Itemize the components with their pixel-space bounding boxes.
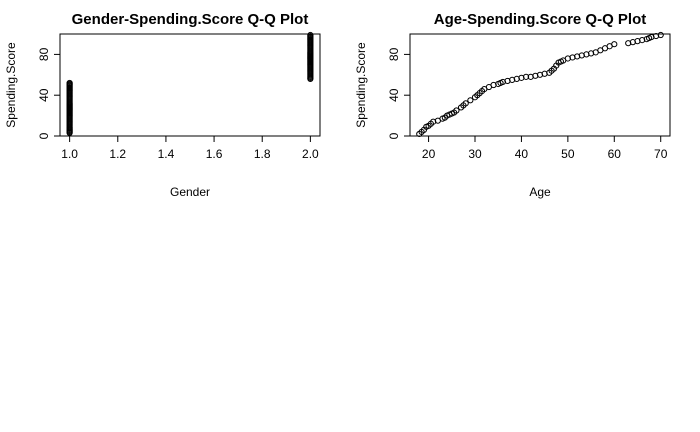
- gender-qq-x-tick-label: 2.0: [302, 147, 319, 161]
- gender-qq-y-axis: 0 40 80: [37, 47, 60, 139]
- age-qq-x-tick-label: 30: [468, 147, 482, 161]
- gender-qq-y-tick-label: 80: [37, 47, 51, 61]
- gender-qq-points: [66, 31, 314, 137]
- age-qq-y-tick-label: 40: [387, 88, 401, 102]
- age-qq-x-axis: 20 30 40 50 60 70: [422, 136, 668, 161]
- age-qq-y-tick-label: 0: [387, 132, 401, 139]
- gender-qq-y-tick-label: 0: [37, 132, 51, 139]
- gender-qq-plot-box: [59, 33, 321, 137]
- age-qq-x-tick-label: 20: [422, 147, 436, 161]
- gender-qq-y-label: Spending.Score: [4, 42, 18, 128]
- gender-qq-panel: Gender-Spending.Score Q-Q Plot 1.0 1.2 1.4…: [4, 11, 321, 199]
- age-qq-title: Age-Spending.Score Q-Q Plot: [434, 11, 647, 28]
- age-qq-point: [453, 107, 460, 114]
- age-qq-point: [462, 100, 469, 107]
- age-qq-x-tick-label: 50: [561, 147, 575, 161]
- gender-qq-x-tick-label: 1.8: [254, 147, 271, 161]
- age-qq-y-tick-label: 80: [387, 47, 401, 61]
- age-qq-x-label: Age: [529, 185, 551, 199]
- gender-qq-y-tick-label: 40: [37, 88, 51, 102]
- gender-qq-x-tick-label: 1.4: [158, 147, 175, 161]
- gender-qq-x-label: Gender: [170, 185, 210, 199]
- age-qq-point: [611, 41, 618, 48]
- gender-qq-point: [66, 79, 73, 87]
- age-qq-plot-box: [409, 33, 671, 137]
- age-qq-x-tick-label: 70: [654, 147, 668, 161]
- gender-qq-x-tick-label: 1.2: [109, 147, 126, 161]
- age-qq-point: [467, 97, 474, 104]
- gender-qq-title: Gender-Spending.Score Q-Q Plot: [72, 11, 309, 28]
- age-qq-point: [522, 73, 530, 80]
- age-qq-y-label: Spending.Score: [354, 42, 368, 128]
- gender-qq-x-axis: 1.0 1.2 1.4 1.6 1.8 2.0: [61, 136, 319, 161]
- gender-qq-x-tick-label: 1.6: [206, 147, 223, 161]
- age-qq-point: [657, 31, 664, 39]
- gender-qq-x-tick-label: 1.0: [61, 147, 78, 161]
- age-qq-x-tick-label: 40: [515, 147, 529, 161]
- age-qq-points: [416, 31, 664, 138]
- gender-qq-point: [307, 31, 314, 39]
- age-qq-panel: Age-Spending.Score Q-Q Plot 20 30 40 50 60 70…: [354, 11, 671, 199]
- age-qq-x-tick-label: 60: [608, 147, 622, 161]
- age-qq-y-axis: 0 40 80: [387, 47, 410, 139]
